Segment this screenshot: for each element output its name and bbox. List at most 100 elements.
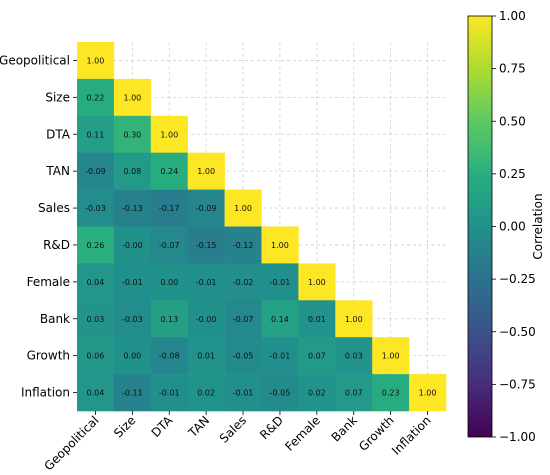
cell-value-label: -0.00 xyxy=(196,315,217,324)
y-tick-label: Female xyxy=(27,275,70,289)
cell-value-label: 0.04 xyxy=(87,389,105,398)
cell-value-label: 0.14 xyxy=(271,315,289,324)
cell-value-label: -0.01 xyxy=(270,278,291,287)
cell-value-label: 0.24 xyxy=(160,167,178,176)
heatmap-cell xyxy=(261,300,299,338)
heatmap-cell xyxy=(298,263,336,301)
heatmap-cell xyxy=(77,152,115,190)
cell-value-label: -0.11 xyxy=(122,389,143,398)
cell-value-label: 0.04 xyxy=(87,278,105,287)
heatmap-cell xyxy=(261,374,299,412)
cell-value-label: 0.13 xyxy=(160,315,178,324)
heatmap-cell xyxy=(224,337,262,375)
cell-value-label: 0.23 xyxy=(382,389,400,398)
heatmap-cell xyxy=(77,374,115,412)
x-tick-label: TAN xyxy=(185,413,212,440)
y-tick-label: Growth xyxy=(27,349,70,363)
heatmap-cell xyxy=(150,189,188,227)
colorbar-tick-label: −1.00 xyxy=(499,430,536,444)
x-tick-label: Bank xyxy=(329,413,360,444)
colorbar-label: Correlation xyxy=(531,193,545,259)
heatmap-cell xyxy=(335,374,373,412)
heatmap-cell xyxy=(150,374,188,412)
colorbar-tick-label: 0.00 xyxy=(499,220,526,234)
cell-value-label: 1.00 xyxy=(234,204,252,213)
heatmap-cell xyxy=(187,300,225,338)
heatmap-cell xyxy=(298,337,336,375)
cell-value-label: 0.08 xyxy=(123,167,141,176)
cell-value-label: 0.30 xyxy=(123,130,141,139)
cell-value-label: 1.00 xyxy=(87,56,105,65)
cell-value-label: -0.03 xyxy=(85,204,106,213)
y-tick-label: Size xyxy=(45,90,70,104)
cell-value-label: -0.01 xyxy=(159,389,180,398)
y-tick-label: DTA xyxy=(46,127,71,141)
colorbar-tick-label: −0.25 xyxy=(499,272,536,286)
cell-value-label: -0.01 xyxy=(270,352,291,361)
cell-value-label: 0.00 xyxy=(160,278,178,287)
cell-value-label: 0.07 xyxy=(308,352,326,361)
colorbar-tick-label: 0.50 xyxy=(499,114,526,128)
heatmap-cell xyxy=(298,374,336,412)
cell-value-label: -0.09 xyxy=(196,204,217,213)
colorbar-tick-label: −0.50 xyxy=(499,325,536,339)
cell-value-label: 0.02 xyxy=(197,389,215,398)
heatmap-cell xyxy=(187,374,225,412)
cell-value-label: -0.07 xyxy=(233,315,254,324)
heatmap-cell xyxy=(77,300,115,338)
heatmap-cell xyxy=(113,115,152,153)
x-tick-label: Geopolitical xyxy=(41,413,101,473)
x-tick-label: Female xyxy=(282,413,323,454)
heatmap-cell xyxy=(224,374,262,412)
heatmap-cell xyxy=(77,115,115,153)
cell-value-label: 0.01 xyxy=(197,352,215,361)
colorbar-gradient xyxy=(467,15,493,438)
cell-value-label: -0.15 xyxy=(196,241,217,250)
heatmap-cell xyxy=(224,300,262,338)
colorbar-tick-label: −0.75 xyxy=(499,377,536,391)
heatmap-cell xyxy=(224,189,262,227)
cell-value-label: -0.13 xyxy=(122,204,143,213)
cell-value-label: 1.00 xyxy=(271,241,289,250)
x-tick-label: Inflation xyxy=(389,413,434,458)
cell-value-label: -0.17 xyxy=(159,204,180,213)
cell-value-label: 1.00 xyxy=(382,352,400,361)
heatmap-cell xyxy=(187,337,225,375)
heatmap-cell xyxy=(187,226,225,264)
cell-value-label: 0.01 xyxy=(308,315,326,324)
heatmap-cell xyxy=(113,226,152,264)
heatmap-cell xyxy=(113,152,152,190)
heatmap-cell xyxy=(187,263,225,301)
heatmap-cell xyxy=(335,300,373,338)
cell-value-label: 0.26 xyxy=(87,241,105,250)
cell-value-label: -0.01 xyxy=(233,389,254,398)
cell-value-label: 0.00 xyxy=(123,352,141,361)
heatmap-cell xyxy=(77,42,115,80)
cell-value-label: -0.01 xyxy=(196,278,217,287)
heatmap-cell xyxy=(150,152,188,190)
cell-value-label: -0.12 xyxy=(233,241,254,250)
y-tick-label: Sales xyxy=(38,201,70,215)
y-tick-label: R&D xyxy=(43,238,70,252)
heatmap-cell xyxy=(335,337,373,375)
x-tick-label: R&D xyxy=(257,413,286,442)
heatmap-cell xyxy=(372,337,410,375)
heatmap-cell xyxy=(150,226,188,264)
cell-value-label: 0.06 xyxy=(87,352,105,361)
x-tick-label: Size xyxy=(111,413,138,440)
cell-value-label: 0.03 xyxy=(345,352,363,361)
heatmap-cell xyxy=(150,337,188,375)
cell-value-label: 0.02 xyxy=(308,389,326,398)
heatmap-cell xyxy=(113,189,152,227)
heatmap-cells: 1.00 0.22 1.00 0.11 0.30 1.00 -0.09 0.08 0.24 1.0… xyxy=(77,42,447,412)
heatmap-cell xyxy=(113,374,152,412)
heatmap-cell xyxy=(187,152,225,190)
cell-value-label: 1.00 xyxy=(197,167,215,176)
x-tick-label: Sales xyxy=(217,413,249,445)
cell-value-label: -0.05 xyxy=(270,389,291,398)
heatmap-cell xyxy=(77,263,115,301)
y-tick-label: TAN xyxy=(45,164,70,178)
heatmap-cell xyxy=(113,78,152,117)
heatmap-cell xyxy=(224,226,262,264)
colorbar: 1.00 0.75 0.50 0.25 0.00 −0.25 −0.50 −0.75 −1.00… xyxy=(467,9,545,444)
